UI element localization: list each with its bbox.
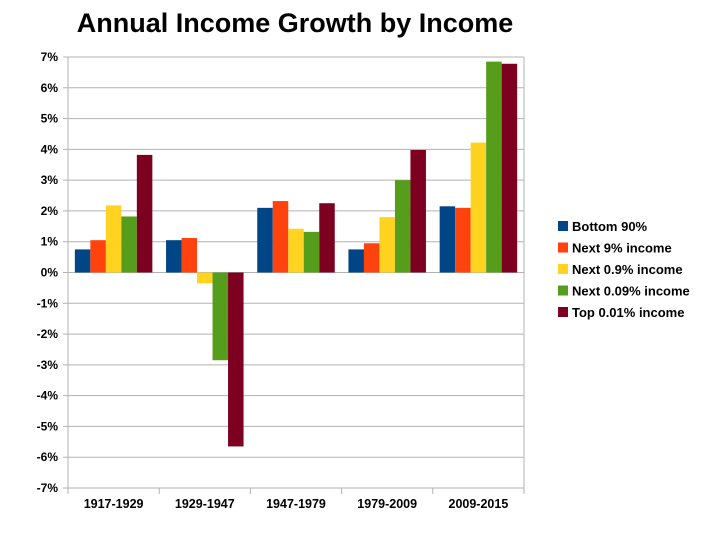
legend-label: Next 9% income: [572, 241, 672, 256]
legend-swatch: [558, 307, 568, 317]
bar: [348, 249, 364, 273]
x-category-label: 1917-1929: [84, 497, 144, 511]
bar: [410, 149, 426, 273]
y-tick-label: 6%: [41, 81, 59, 95]
y-tick-label: -7%: [37, 481, 59, 495]
y-tick-label: 1%: [41, 235, 59, 249]
bar: [288, 228, 304, 273]
bar: [121, 216, 137, 273]
x-category-label: 1929-1947: [175, 497, 235, 511]
bar: [74, 249, 91, 273]
bar: [394, 180, 411, 273]
y-tick-label: -2%: [37, 327, 59, 341]
legend-label: Bottom 90%: [572, 219, 648, 234]
bar: [379, 217, 395, 273]
x-category-label: 2009-2015: [449, 497, 509, 511]
bar: [486, 61, 502, 273]
legend-label: Next 0.09% income: [572, 284, 690, 299]
y-axis-tick-labels: 7% 6% 5% 4% 3% 2% 1% 0% -1% -2% -3% -4% -5% -6% -7%: [37, 50, 59, 495]
bar: [105, 205, 122, 273]
x-category-label: 1979-2009: [357, 497, 417, 511]
axes: [63, 56, 525, 494]
y-tick-label: 4%: [41, 142, 59, 156]
y-tick-label: -3%: [37, 358, 59, 372]
legend-swatch: [558, 242, 568, 253]
y-tick-label: 5%: [41, 112, 59, 126]
bar: [319, 203, 335, 273]
legend-label: Next 0.9% income: [572, 262, 683, 277]
y-tick-label: -1%: [37, 296, 59, 310]
legend-swatch: [558, 285, 568, 296]
legend-label: Top 0.01% income: [572, 305, 684, 320]
bar: [470, 142, 487, 273]
legend-swatch: [558, 221, 568, 231]
bar: [181, 238, 198, 273]
y-tick-label: 0%: [41, 266, 59, 280]
legend-swatch: [558, 264, 568, 274]
y-tick-label: 3%: [41, 173, 59, 187]
y-tick-label: 2%: [41, 204, 59, 218]
bar: [363, 243, 380, 273]
x-category-label: 1947-1979: [266, 497, 326, 511]
legend: Bottom 90% Next 9% income Next 0.9% income…: [558, 219, 690, 320]
bar: [212, 272, 229, 361]
bar: [439, 206, 456, 273]
bar: [501, 63, 518, 273]
y-tick-label: -6%: [37, 450, 59, 464]
y-tick-label: 7%: [41, 50, 59, 64]
bar: [303, 231, 320, 273]
bar: [272, 201, 289, 273]
bar: [455, 207, 471, 273]
bars: [74, 61, 518, 447]
y-tick-label: -4%: [37, 389, 59, 403]
y-tick-label: -5%: [37, 419, 59, 433]
bar: [197, 272, 213, 284]
x-axis-category-labels: 1917-1929 1929-1947 1947-1979 1979-2009 2009…: [84, 497, 509, 511]
bar: [90, 240, 106, 273]
bar: [136, 154, 153, 273]
bar: [228, 272, 244, 447]
chart-title: Annual Income Growth by Income: [76, 8, 514, 38]
bar: [257, 207, 273, 273]
bar: [166, 240, 182, 273]
